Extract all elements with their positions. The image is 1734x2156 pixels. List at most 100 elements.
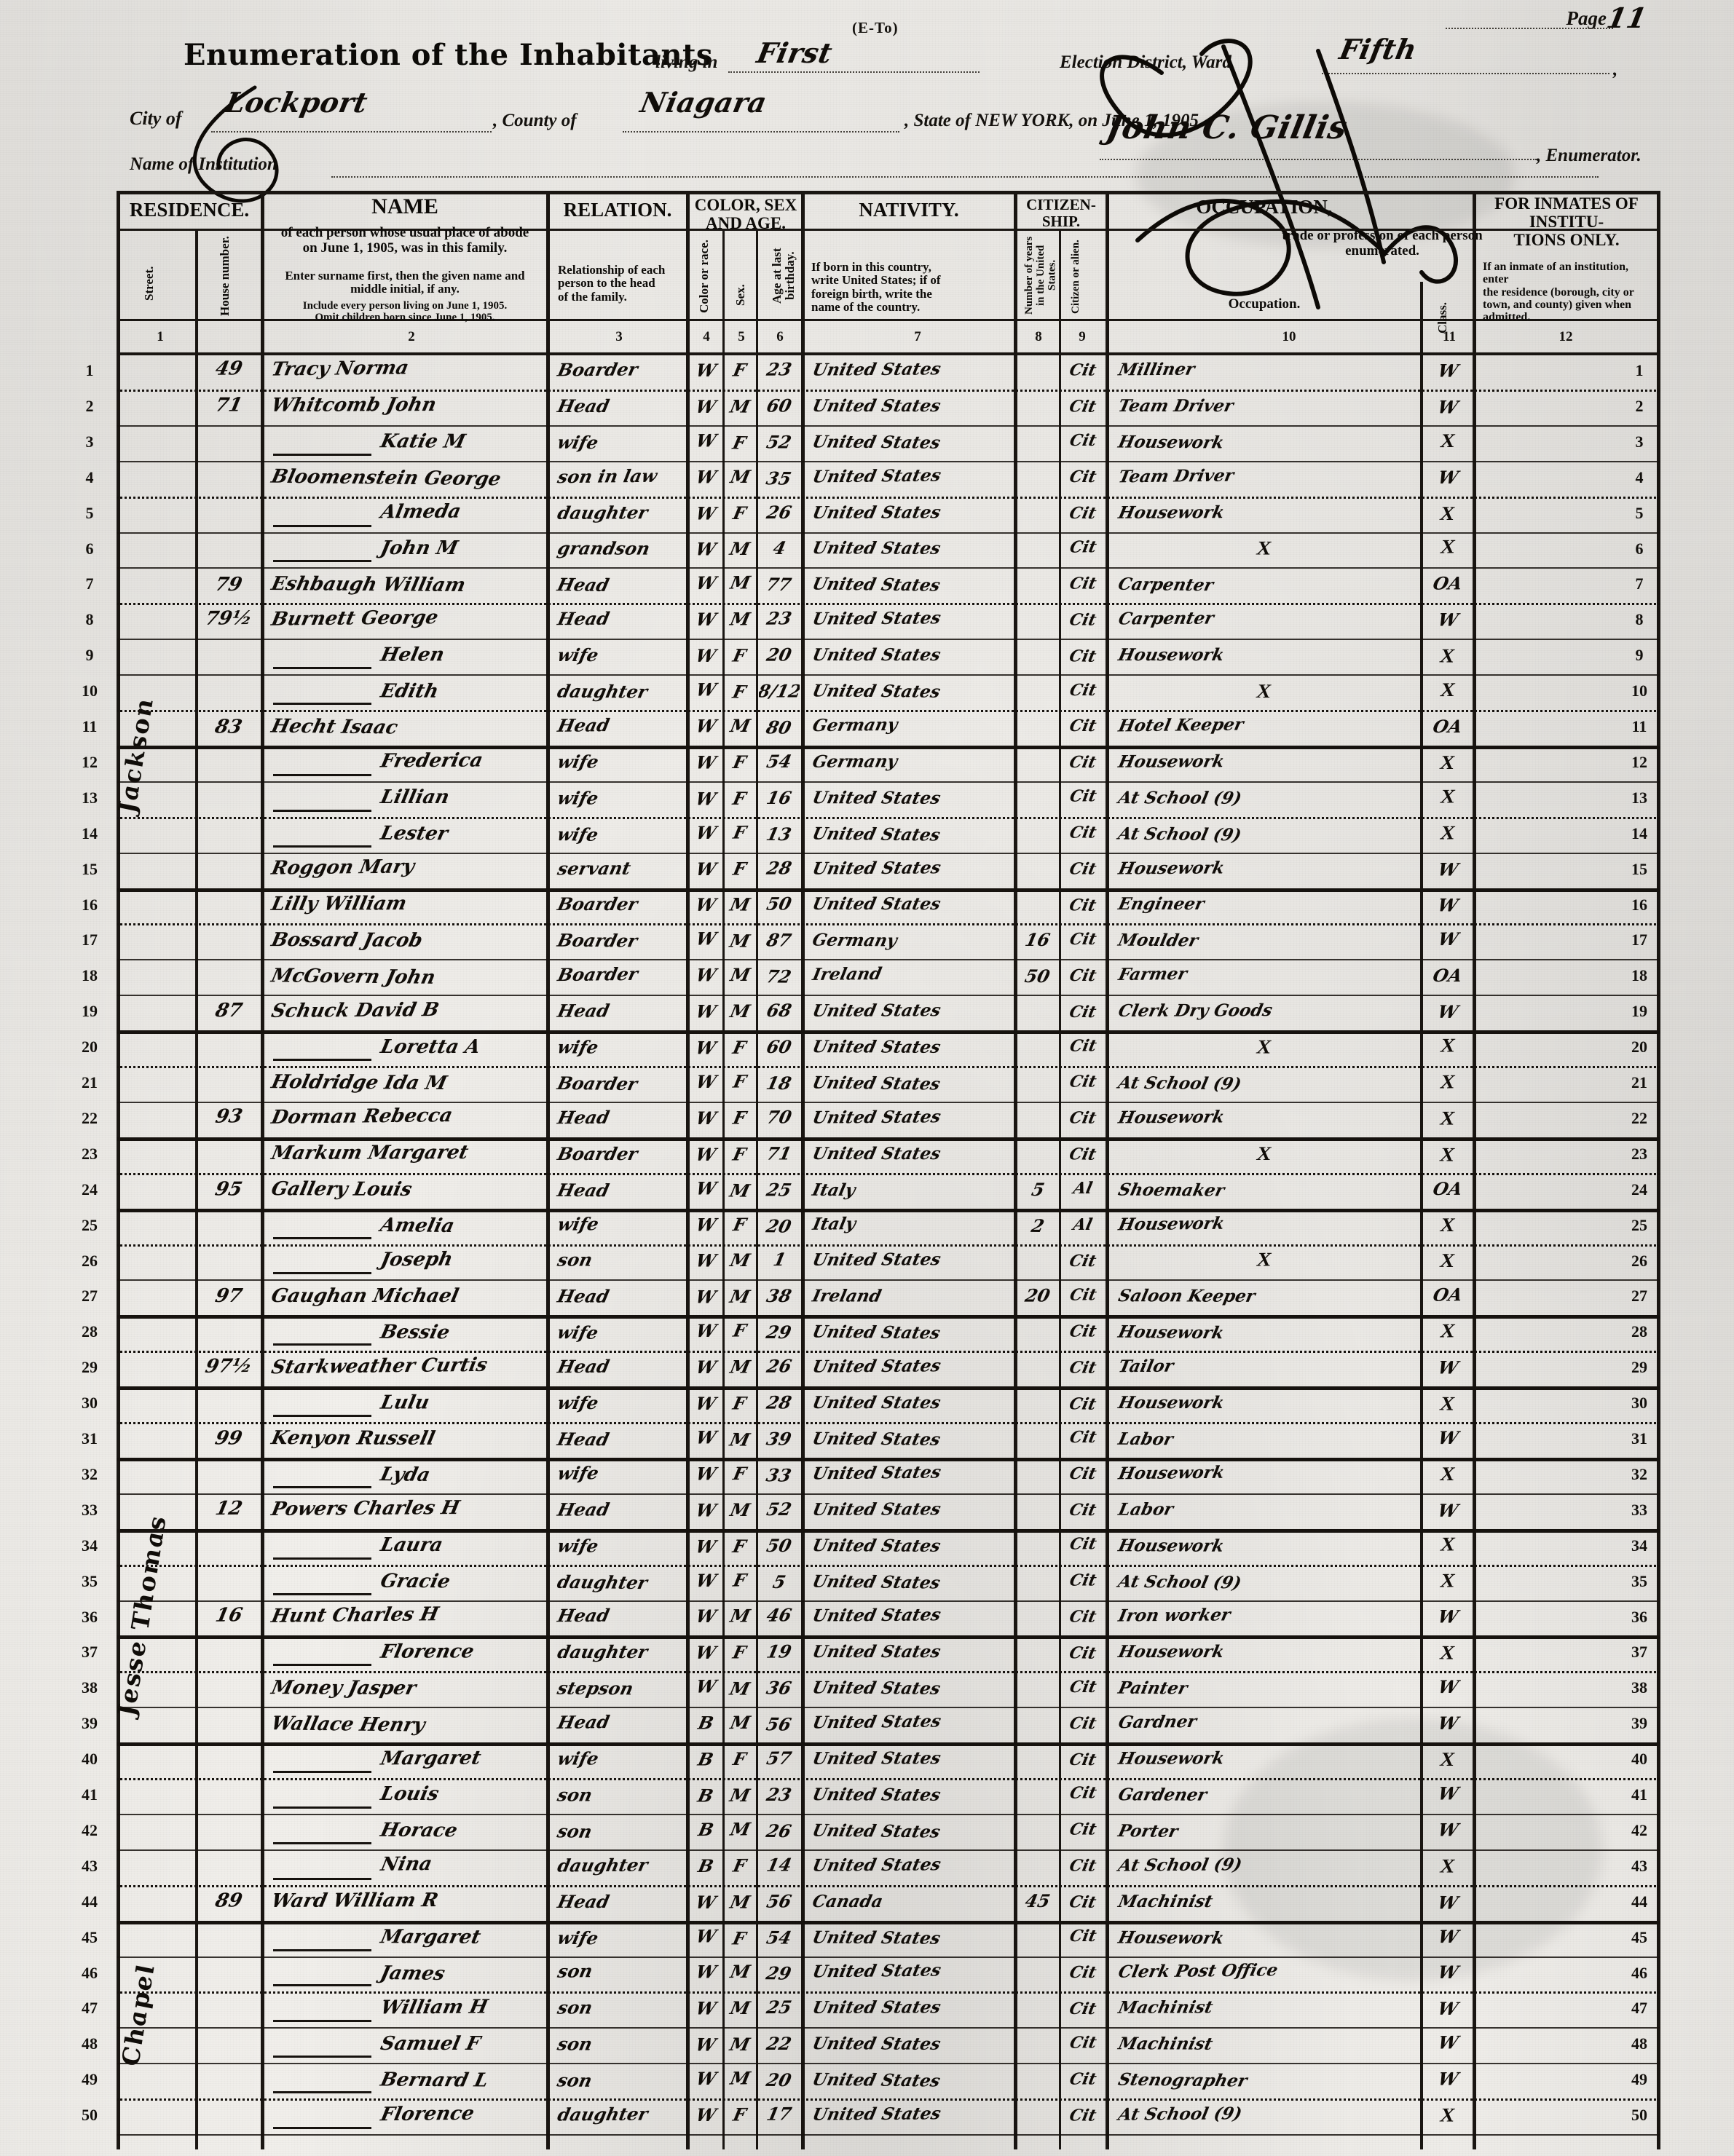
living-in-rule bbox=[728, 71, 980, 73]
row-divider bbox=[117, 995, 1660, 997]
ditto-dash bbox=[273, 1664, 371, 1667]
cell-occupation: X bbox=[1255, 1035, 1274, 1058]
cell-nativity: United States bbox=[811, 538, 942, 559]
row-divider bbox=[117, 1635, 1660, 1640]
row-divider bbox=[117, 1600, 1660, 1602]
ditto-dash bbox=[273, 1841, 371, 1844]
cell-sex: M bbox=[728, 1605, 752, 1627]
cell-color: B bbox=[695, 1785, 716, 1806]
cell-house: 49 bbox=[213, 358, 245, 381]
cell-color: W bbox=[693, 395, 718, 417]
row-number-left: 5 bbox=[85, 503, 94, 522]
cell-occupation: Housework bbox=[1116, 751, 1226, 772]
ditto-dash bbox=[273, 1415, 371, 1417]
cell-class: OA bbox=[1431, 1284, 1465, 1306]
cell-relation: Head bbox=[556, 714, 612, 736]
cell-age: 28 bbox=[765, 1391, 794, 1413]
cell-nativity: United States bbox=[810, 681, 942, 702]
cell-nativity: United States bbox=[811, 1748, 943, 1769]
county-label: , County of bbox=[493, 111, 577, 130]
cell-citizen: Cit bbox=[1067, 397, 1098, 417]
colnum-11: 11 bbox=[1443, 329, 1456, 344]
cell-occupation: At School (9) bbox=[1116, 1073, 1244, 1094]
cell-color: W bbox=[693, 1143, 718, 1165]
header-occupation: OCCUPATION, bbox=[1196, 196, 1333, 218]
cell-name: Burnett George bbox=[269, 606, 441, 631]
border-left bbox=[117, 191, 120, 2149]
cell-name: Markum Margaret bbox=[269, 1142, 470, 1165]
cell-sex: F bbox=[731, 1143, 749, 1165]
cell-sex: M bbox=[728, 1498, 752, 1520]
header-nativity-sub2: write United States; if of bbox=[811, 273, 941, 288]
cell-color: W bbox=[693, 751, 718, 773]
row-number-left: 42 bbox=[82, 1820, 98, 1839]
cell-relation: wife bbox=[556, 751, 601, 773]
city-value: Lockport bbox=[222, 86, 371, 119]
cell-years: 5 bbox=[1029, 1178, 1047, 1200]
row-divider bbox=[117, 1493, 1660, 1495]
cell-sex: F bbox=[731, 1036, 749, 1059]
cell-sex: M bbox=[728, 1997, 752, 2019]
cell-class: OA bbox=[1431, 572, 1465, 594]
cell-class: W bbox=[1435, 1962, 1460, 1983]
row-number-right: 49 bbox=[1631, 2070, 1647, 2089]
cell-sex: M bbox=[728, 1712, 752, 1734]
cell-sex: M bbox=[728, 395, 752, 417]
cell-citizen: Al bbox=[1071, 1179, 1095, 1199]
cell-age: 71 bbox=[765, 1142, 794, 1164]
cell-citizen: Cit bbox=[1068, 1713, 1098, 1733]
sep-class bbox=[1473, 191, 1476, 2149]
colnum-12: 12 bbox=[1558, 329, 1573, 344]
cell-age: 68 bbox=[765, 999, 794, 1022]
cell-class: X bbox=[1438, 1107, 1457, 1129]
county-value: Niagara bbox=[637, 86, 770, 119]
cell-relation: Head bbox=[556, 1605, 612, 1627]
cell-nativity: Germany bbox=[811, 714, 899, 736]
cell-color: W bbox=[693, 1357, 718, 1378]
cell-occupation: Labor bbox=[1116, 1499, 1175, 1520]
cell-class: X bbox=[1438, 785, 1458, 807]
row-number-right: 1 bbox=[1635, 361, 1644, 379]
header-name-line3: Enter surname first, then the given name… bbox=[285, 269, 525, 283]
cell-occupation: Clerk Post Office bbox=[1116, 1960, 1280, 1983]
row-number-left: 48 bbox=[82, 2034, 98, 2053]
cell-name: Powers Charles H bbox=[269, 1497, 462, 1521]
cell-occupation: Hotel Keeper bbox=[1116, 714, 1245, 736]
cell-relation: Boarder bbox=[556, 963, 640, 986]
cell-citizen: Cit bbox=[1068, 1783, 1098, 1804]
cell-age: 29 bbox=[764, 1962, 794, 1985]
row-number-right: 34 bbox=[1631, 1536, 1647, 1555]
cell-age: 4 bbox=[771, 537, 788, 559]
cell-age: 26 bbox=[765, 501, 794, 523]
header-color-sex-age-2: AND AGE. bbox=[706, 213, 786, 232]
cell-relation: son bbox=[556, 1997, 595, 2018]
row-number-left: 17 bbox=[82, 931, 98, 949]
cell-occupation: Housework bbox=[1116, 1642, 1226, 1662]
cell-age: 72 bbox=[764, 966, 794, 987]
cell-relation: daughter bbox=[555, 1571, 650, 1593]
cell-occupation: Painter bbox=[1116, 1678, 1190, 1699]
cell-color: B bbox=[695, 1855, 716, 1876]
cell-class: X bbox=[1438, 429, 1458, 451]
row-number-right: 10 bbox=[1631, 682, 1647, 700]
row-divider bbox=[117, 710, 1660, 712]
cell-occupation: Team Driver bbox=[1116, 395, 1236, 416]
row-divider bbox=[117, 1422, 1660, 1424]
cell-occupation: At School (9) bbox=[1116, 1855, 1244, 1876]
cell-class: X bbox=[1438, 644, 1457, 667]
cell-occupation: Carpenter bbox=[1116, 574, 1215, 596]
sep-relation bbox=[686, 191, 690, 2149]
cell-nativity: United States bbox=[811, 502, 943, 523]
cell-citizen: Cit bbox=[1068, 1322, 1098, 1341]
row-number-right: 44 bbox=[1631, 1892, 1647, 1911]
row-divider bbox=[117, 1315, 1660, 1319]
cell-age: 25 bbox=[765, 1997, 794, 2018]
cell-occupation: Housework bbox=[1116, 1393, 1226, 1413]
sep-nativity bbox=[1014, 191, 1017, 2149]
header-title-rule bbox=[117, 229, 1660, 231]
cell-color: W bbox=[693, 1499, 718, 1521]
cell-name: Bloomenstein George bbox=[269, 465, 503, 491]
cell-color: W bbox=[693, 1535, 718, 1557]
cell-occupation: At School (9) bbox=[1116, 1571, 1244, 1593]
cell-house: 79½ bbox=[203, 607, 255, 630]
